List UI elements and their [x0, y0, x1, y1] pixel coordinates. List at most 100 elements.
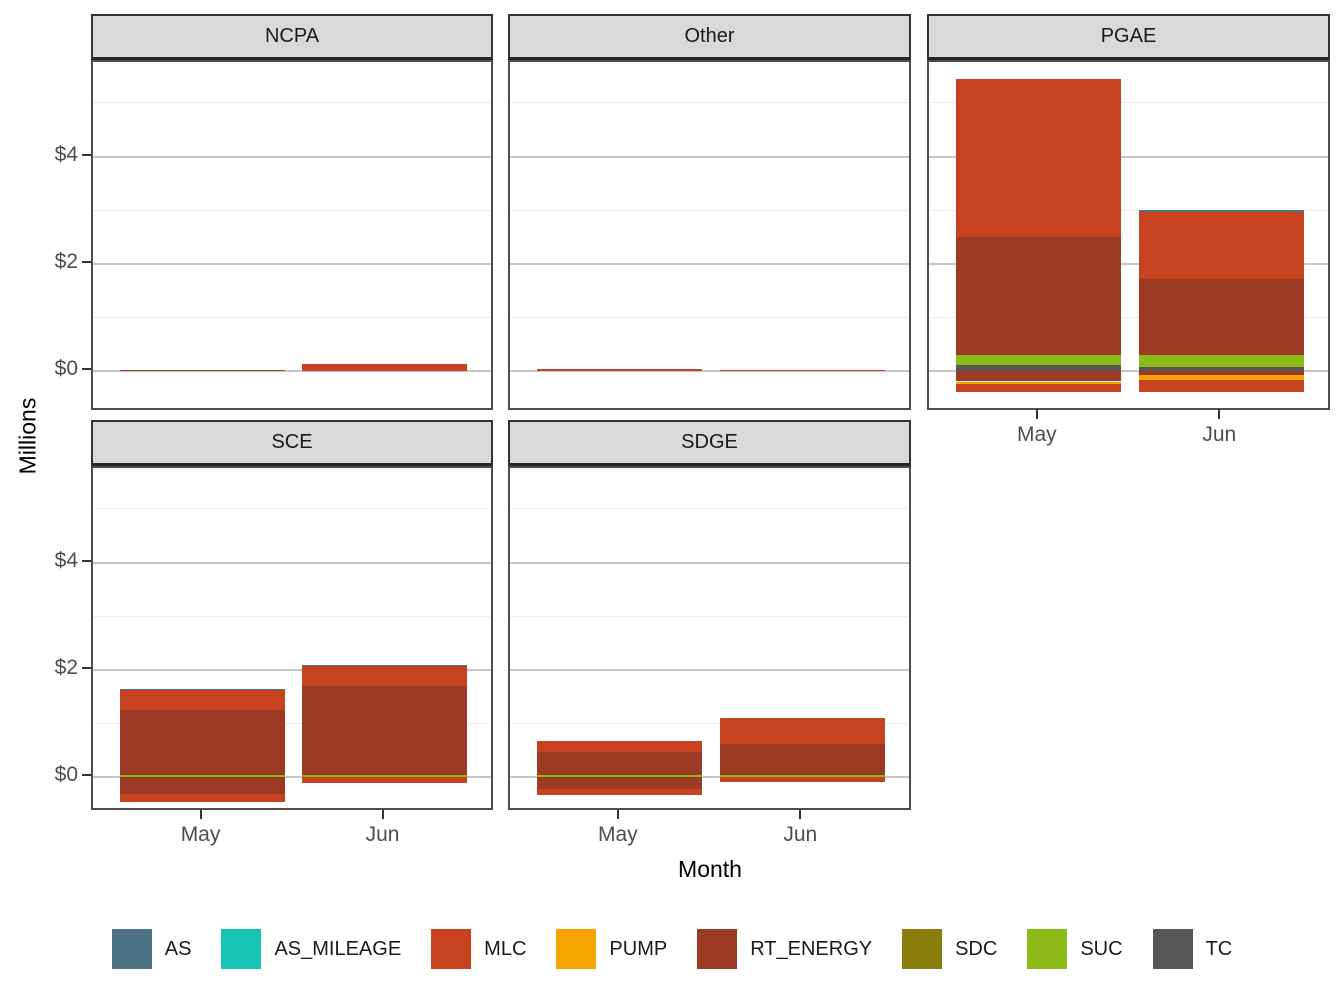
bar-segment-RT_ENERGY: [537, 777, 703, 790]
x-tick-mark: [1035, 410, 1038, 419]
bar-segment-MLC: [120, 793, 286, 802]
gridline-major: [510, 561, 909, 564]
facet-strip-label: NCPA: [264, 25, 320, 47]
bar-segment-MLC: [537, 789, 703, 796]
bar-segment-PUMP: [956, 381, 1122, 385]
y-tick-label: $2: [54, 656, 78, 679]
x-tick-label: May: [1016, 423, 1057, 446]
x-tick-label: Jun: [783, 823, 818, 846]
bar-segment-SUC: [120, 774, 286, 778]
y-tick-mark: [82, 559, 91, 562]
legend-swatch-RT_ENERGY: [697, 929, 738, 969]
bar-segment-SUC: [302, 775, 468, 778]
facet-strip-NCPA: NCPA: [91, 14, 493, 60]
legend-item-AS: AS: [111, 929, 192, 969]
bar-segment-SUC: [719, 775, 885, 778]
x-tick-mark: [1218, 410, 1221, 419]
gridline-minor: [929, 102, 1328, 104]
x-tick-label: Jun: [365, 823, 400, 846]
facet-strip-label: SDGE: [681, 431, 738, 453]
gridline-minor: [93, 317, 491, 319]
legend-label: MLC: [484, 937, 527, 960]
bar-segment-SUC: [956, 354, 1122, 366]
facet-panel-Other: [508, 60, 911, 410]
bar-segment-RT_ENERGY: [1138, 278, 1304, 356]
gridline-major: [510, 776, 909, 779]
y-tick-label: $0: [54, 763, 78, 787]
legend-item-TC: TC: [1152, 929, 1233, 969]
gridline-major: [93, 776, 491, 779]
gridline-minor: [929, 209, 1328, 211]
gridline-minor: [510, 209, 909, 211]
legend-label: TC: [1205, 937, 1233, 960]
gridline-major: [93, 370, 491, 373]
gridline-minor: [93, 102, 491, 104]
gridline-major: [510, 262, 909, 265]
bar-segment-AS: [120, 688, 286, 691]
y-tick-mark: [82, 153, 91, 156]
bar-segment-MLC: [719, 369, 885, 372]
y-tick-label: $4: [54, 142, 78, 166]
gridline-minor: [929, 317, 1328, 319]
gridline-minor: [510, 723, 909, 725]
legend-item-RT_ENERGY: RT_ENERGY: [697, 929, 872, 969]
gridline-minor: [510, 508, 909, 510]
bar-segment-SUC: [537, 775, 703, 778]
y-tick-mark: [82, 368, 91, 371]
bar-segment-RT_ENERGY: [956, 371, 1122, 382]
bar-segment-MLC: [120, 690, 286, 710]
legend-label: SUC: [1080, 937, 1123, 960]
facet-strip-label: PGAE: [1100, 25, 1157, 47]
facet-strip-label: Other: [684, 25, 735, 47]
bar-segment-RT_ENERGY: [120, 369, 286, 372]
bar-segment-RT_ENERGY: [1138, 371, 1304, 376]
gridline-minor: [510, 615, 909, 617]
x-tick-label: Jun: [1202, 423, 1237, 446]
legend-item-AS_MILEAGE: AS_MILEAGE: [221, 929, 401, 969]
bar-segment-RT_ENERGY: [120, 709, 286, 775]
gridline-major: [510, 370, 909, 373]
legend-label: RT_ENERGY: [750, 937, 873, 960]
gridline-major: [510, 669, 909, 671]
x-tick-label: May: [597, 823, 638, 846]
facet-strip-PGAE: PGAE: [927, 14, 1330, 60]
facet-panel-SCE: [91, 466, 493, 810]
legend: AS AS_MILEAGE MLC PUMP RT_ENERGY SDC SUC TC: [0, 929, 1344, 969]
facet-strip-SDGE: SDGE: [508, 420, 911, 466]
bar-segment-RT_ENERGY: [719, 744, 885, 776]
gridline-major: [929, 370, 1328, 373]
legend-label: AS_MILEAGE: [274, 937, 402, 960]
bar-segment-MLC: [719, 777, 885, 783]
facet-panel-PGAE: [927, 60, 1330, 410]
gridline-minor: [93, 209, 491, 211]
bar-segment-MLC: [302, 666, 468, 687]
y-tick-label: $0: [54, 357, 78, 381]
gridline-minor: [510, 102, 909, 104]
bar-segment-MLC: [302, 363, 468, 372]
x-tick-mark: [799, 810, 802, 819]
gridline-major: [93, 669, 491, 671]
legend-swatch-SDC: [902, 929, 943, 969]
x-tick-mark: [616, 810, 619, 819]
legend-swatch-AS: [111, 929, 152, 969]
bar-segment-TC: [956, 365, 1122, 372]
bar-segment-MLC: [537, 741, 703, 753]
gridline-minor: [93, 615, 491, 617]
legend-label: PUMP: [609, 937, 668, 960]
bar-segment-MLC: [956, 384, 1122, 393]
gridline-major: [93, 155, 491, 158]
bar-segment-AS: [1138, 210, 1304, 213]
legend-swatch-PUMP: [556, 929, 597, 969]
bar-segment-AS: [302, 664, 468, 667]
bar-segment-TC: [1138, 367, 1304, 372]
gridline-minor: [510, 317, 909, 319]
gridline-major: [510, 155, 909, 158]
legend-swatch-MLC: [431, 929, 472, 969]
y-tick-mark: [82, 774, 91, 777]
legend-swatch-SUC: [1027, 929, 1068, 969]
bar-segment-MLC: [302, 777, 468, 784]
y-tick-label: $2: [54, 249, 78, 273]
legend-swatch-TC: [1152, 929, 1193, 969]
legend-label: AS: [164, 937, 192, 960]
